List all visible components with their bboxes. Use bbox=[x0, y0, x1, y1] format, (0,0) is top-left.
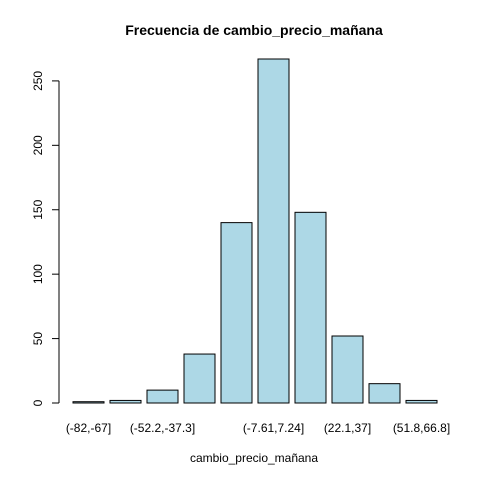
bar bbox=[146, 389, 179, 404]
bar bbox=[72, 401, 105, 404]
bars-group bbox=[72, 58, 438, 404]
bar bbox=[257, 58, 290, 404]
bar bbox=[405, 399, 438, 404]
y-tick-label: 0 bbox=[31, 399, 45, 406]
x-tick-labels: (-82,-67] (-52.2,-37.3] (-7.61,7.24] (22.1,… bbox=[66, 421, 450, 435]
chart-title: Frecuencia de cambio_precio_mañana bbox=[125, 22, 383, 38]
bar bbox=[220, 222, 253, 404]
y-tick-label: 200 bbox=[31, 135, 45, 155]
x-tick-label: (-52.2,-37.3] bbox=[130, 421, 195, 435]
y-tick-label: 250 bbox=[31, 71, 45, 91]
bar bbox=[183, 353, 216, 404]
bar bbox=[294, 211, 327, 404]
x-tick-label: (-7.61,7.24] bbox=[243, 421, 304, 435]
x-tick-label: (51.8,66.8] bbox=[393, 421, 450, 435]
y-axis: 0 50 100 150 200 250 bbox=[31, 71, 60, 406]
bar bbox=[331, 335, 364, 404]
y-tick-label: 100 bbox=[31, 264, 45, 284]
x-tick-label: (-82,-67] bbox=[66, 421, 111, 435]
y-tick-label: 150 bbox=[31, 199, 45, 219]
x-axis-label: cambio_precio_mañana bbox=[190, 451, 318, 465]
x-tick-label: (22.1,37] bbox=[324, 421, 371, 435]
y-tick-label: 50 bbox=[31, 332, 45, 346]
bar bbox=[109, 399, 142, 404]
bar bbox=[368, 383, 401, 404]
